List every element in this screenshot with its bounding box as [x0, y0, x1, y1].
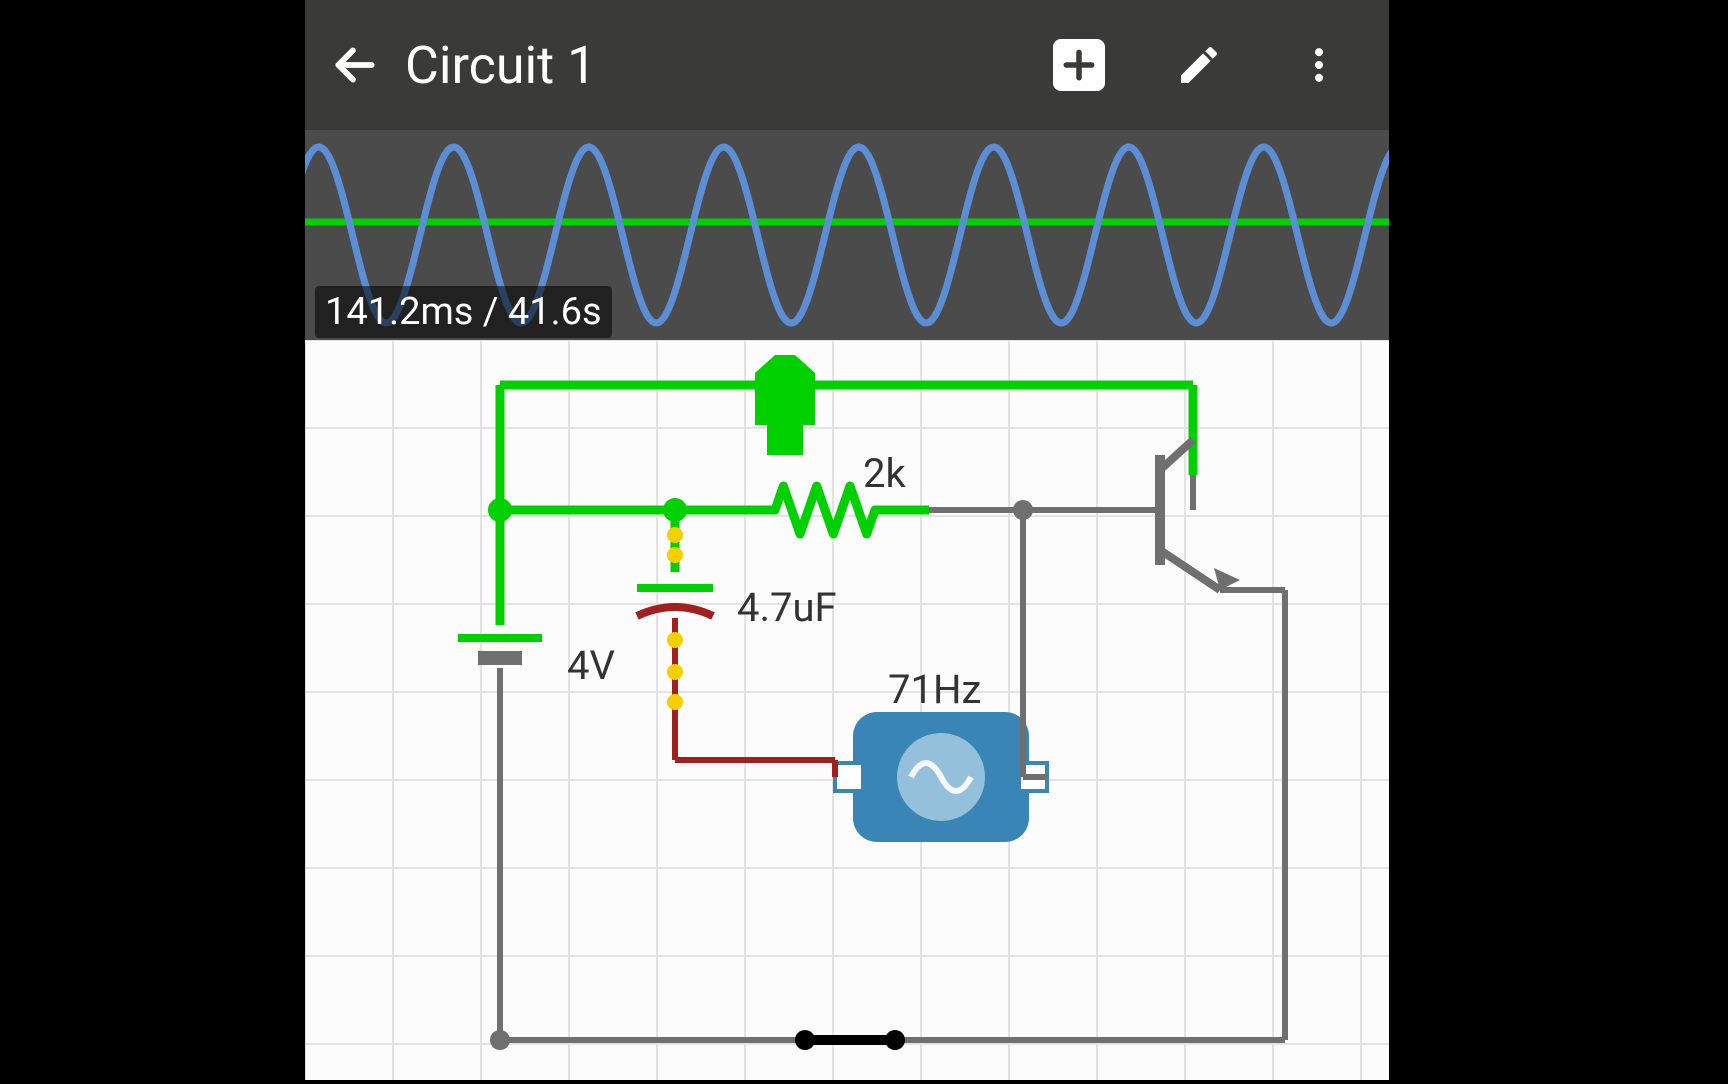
- ac-source-label: 71Hz: [888, 666, 981, 713]
- add-button[interactable]: [1049, 35, 1109, 95]
- app-bar: Circuit 1: [305, 0, 1389, 130]
- action-bar: [1049, 35, 1349, 95]
- resistor-label: 2k: [863, 450, 906, 497]
- plus-box-icon: [1053, 39, 1105, 91]
- page-title: Circuit 1: [405, 35, 1049, 96]
- scope-time-badge: 141.2ms / 41.6s: [315, 286, 612, 338]
- dots-vertical-icon: [1297, 43, 1341, 87]
- back-button[interactable]: [325, 35, 385, 95]
- pencil-icon: [1175, 41, 1223, 89]
- more-button[interactable]: [1289, 35, 1349, 95]
- circuit-canvas[interactable]: 2k 4.7uF 4V 71Hz: [305, 340, 1389, 1080]
- oscilloscope-panel[interactable]: 141.2ms / 41.6s: [305, 130, 1389, 340]
- capacitor-label: 4.7uF: [737, 584, 837, 631]
- circuit-diagram: [305, 340, 1389, 1080]
- edit-button[interactable]: [1169, 35, 1229, 95]
- phone-frame: Circuit 1 141.2ms / 41.6s 2k 4.7uF 4V 71…: [305, 0, 1389, 1080]
- arrow-left-icon: [330, 40, 380, 90]
- battery-label: 4V: [567, 642, 615, 689]
